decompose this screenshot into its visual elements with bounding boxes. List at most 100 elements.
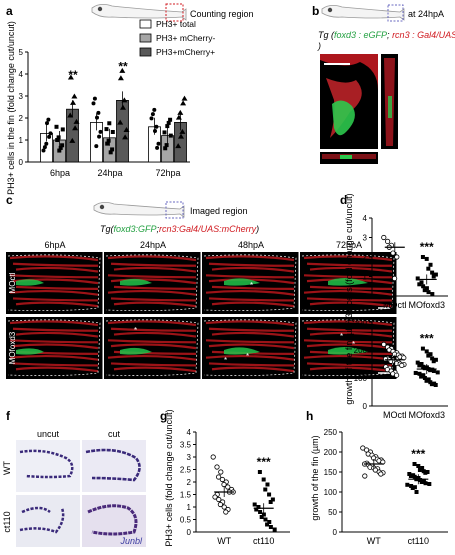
micrograph-c-green-signal: [16, 279, 44, 286]
chart-a-point: [119, 67, 126, 73]
chart-a-ytick-label: 0: [19, 158, 24, 167]
chart-a-category-label: 6hpa: [50, 168, 70, 178]
chart-h-point: [417, 468, 422, 472]
chart-a-point: [56, 135, 61, 140]
micrograph-c-red-ray: [211, 331, 295, 338]
chart-a-point: [152, 107, 157, 112]
chart-a-point: [177, 109, 184, 115]
counting-region-box: [165, 3, 184, 22]
micrograph-c-red-ray: [12, 362, 99, 367]
chart-h-point: [420, 466, 425, 470]
chart-g-point: [219, 476, 225, 483]
micrograph-c-red-ray: [211, 301, 295, 308]
micrograph-c-col-label: 48hpA: [238, 240, 264, 250]
chart-a-significance: **: [118, 59, 128, 73]
chart-a-point: [67, 112, 74, 118]
chart-g-point: [267, 492, 272, 497]
chart-a-point: [175, 114, 182, 120]
micrograph-c-green-signal: [120, 278, 152, 286]
micrograph-c-red-ray: [211, 285, 295, 290]
chart-a-point: [67, 74, 74, 80]
micrograph-c-red-ray: [303, 255, 393, 262]
micrograph-c-red-ray: [306, 297, 393, 302]
micrograph-c-fin-outline: [7, 254, 101, 312]
chart-a-ytick-label: 2: [19, 114, 24, 123]
chart-e-point: [422, 376, 427, 380]
chart-a-point: [54, 124, 59, 129]
chart-a-point: [92, 96, 97, 101]
micrograph-c-red-ray: [15, 285, 99, 290]
chart-a-point: [41, 148, 46, 153]
chart-g-point: [256, 505, 261, 509]
chart-h-category-label: WT: [367, 536, 381, 546]
chart-a-point: [179, 128, 186, 134]
micrograph-c-red-ray: [211, 266, 295, 273]
micrograph-c-col-label: 6hpA: [44, 240, 65, 250]
chart-d-point: [428, 262, 433, 267]
micrograph-c-star: *: [340, 332, 343, 341]
micrograph-c-red-ray: [15, 301, 99, 308]
chart-g-ytick-label: 4: [187, 428, 192, 437]
micrograph-c-star: *: [352, 340, 355, 349]
chart-h-point: [427, 482, 432, 486]
chart-a-point: [55, 138, 60, 142]
micrograph-c-fin-outline: [203, 319, 297, 377]
chart-h-ytick-label: 100: [324, 488, 338, 497]
chart-a-point: [163, 146, 168, 151]
micrograph-c-red-ray: [309, 285, 393, 290]
chart-g-point: [263, 517, 268, 522]
chart-e-point: [424, 349, 429, 354]
chart-d-point: [422, 288, 427, 293]
chart-a-point: [120, 104, 126, 110]
chart-e-point: [424, 378, 429, 383]
chart-a-point: [72, 125, 79, 131]
chart-d-point: [433, 272, 438, 277]
micrograph-c-red-ray: [9, 274, 99, 279]
micrograph-c-red-ray: [12, 297, 99, 302]
chart-a-point: [69, 137, 76, 143]
chart-g-point: [268, 500, 273, 504]
micrograph-c-green-signal: [16, 348, 44, 355]
chart-h-point: [414, 490, 419, 494]
insitu-col-cut: cut: [108, 429, 121, 439]
micrograph-c-red-ray: [208, 262, 295, 267]
chart-e-point: [430, 356, 435, 361]
micrograph-c-red-ray: [9, 255, 99, 262]
chart-g-point: [217, 501, 223, 508]
fish-schematic-a: [91, 3, 187, 22]
chart-e-point: [415, 360, 420, 365]
chart-h-point: [412, 462, 417, 466]
chart-g-point: [259, 515, 264, 519]
chart-a-legend: PH3+ total PH3+ mCherry- PH3+mCherry+: [139, 19, 215, 57]
chart-g-ytick-label: 0: [187, 528, 192, 537]
chart-e-ytick-label: 100: [354, 374, 368, 383]
chart-e-point: [381, 341, 387, 347]
micrograph-c-red-ray: [12, 343, 99, 350]
chart-a: PH3+ cells in the fin (fold change cut/u…: [6, 21, 190, 195]
chart-d-category-label: MOctl: [383, 300, 407, 310]
micrograph-c-green-signal: [328, 277, 368, 286]
chart-a-point: [46, 117, 51, 122]
chart-e-ytick-label: 300: [354, 318, 368, 327]
chart-g-point: [267, 520, 272, 524]
chart-h-point: [423, 481, 428, 486]
micrograph-c-red-ray: [205, 354, 295, 361]
chart-g-point: [261, 512, 266, 517]
chart-h-point: [408, 474, 413, 478]
schematic-b-label: at 24hpA: [408, 9, 444, 19]
chart-g-point: [225, 484, 231, 490]
chart-g-ytick-label: 2.5: [180, 466, 192, 475]
chart-g-point: [265, 522, 270, 527]
chart-a-point: [105, 141, 110, 146]
chart-g-ytick-label: 2: [187, 478, 192, 487]
chart-e-point: [419, 362, 424, 366]
micrograph-c-red-ray: [113, 331, 197, 338]
micrograph-c-row-label: MOfoxd3: [8, 331, 17, 364]
chart-a-point: [110, 147, 115, 152]
chart-g-category-label: ct110: [253, 536, 274, 546]
chart-g-point: [252, 502, 257, 507]
micrograph-c-star: *: [134, 326, 137, 335]
chart-a-point: [168, 117, 173, 122]
chart-d-point: [424, 286, 429, 291]
micrograph-c-red-ray: [107, 289, 197, 296]
